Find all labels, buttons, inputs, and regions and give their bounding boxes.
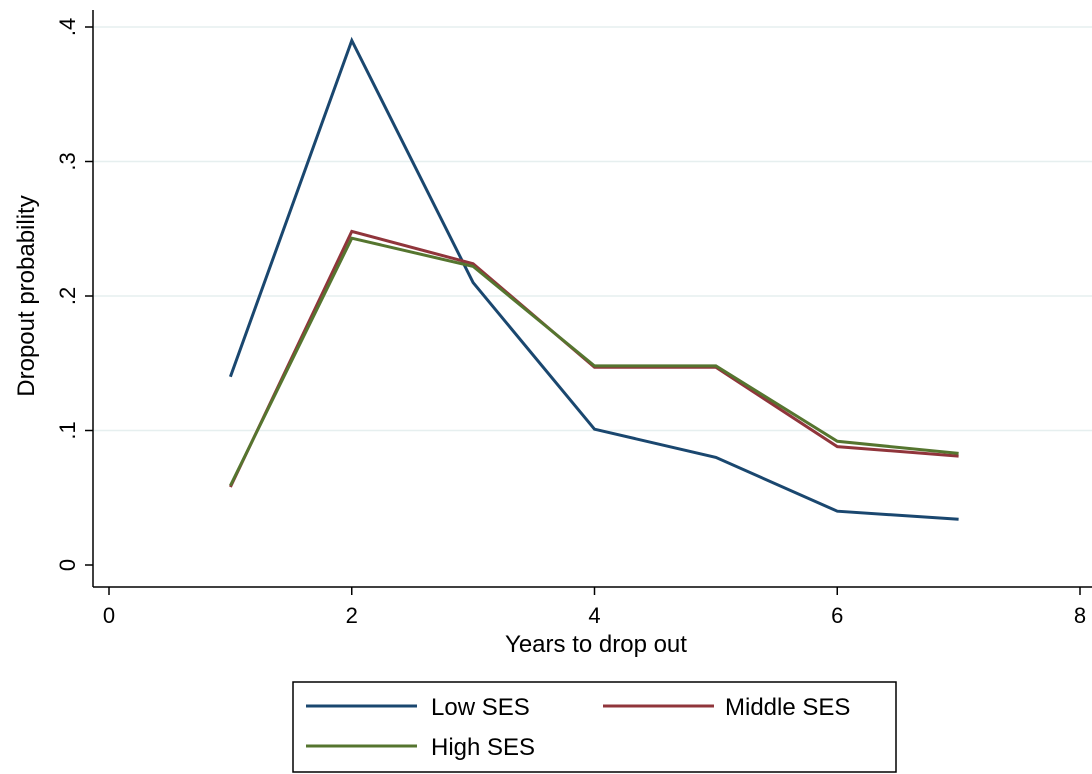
x-axis-label: Years to drop out: [505, 631, 687, 658]
legend-label: Low SES: [431, 694, 530, 721]
x-tick-label: 8: [1074, 603, 1086, 628]
x-tick-label: 6: [831, 603, 843, 628]
y-axis-label: Dropout probability: [13, 195, 40, 396]
x-tick-label: 0: [103, 603, 115, 628]
series-layer: [228, 36, 959, 521]
y-tick-label: 0: [55, 559, 80, 571]
y-tick-label: .3: [55, 152, 80, 170]
legend-label: High SES: [431, 734, 535, 761]
y-tick-label: .4: [55, 18, 80, 36]
legend-box: [292, 681, 897, 773]
axes: 0 .1 .2 .3 .4 0 2 4 6 8: [55, 10, 1092, 628]
legend: Low SES Middle SES High SES: [292, 681, 897, 773]
series-line: [229, 236, 959, 487]
y-tick-label: .1: [55, 421, 80, 439]
legend-label: Middle SES: [725, 694, 850, 721]
x-tick-label: 4: [588, 603, 600, 628]
x-tick-label: 2: [346, 603, 358, 628]
series-line: [228, 36, 959, 521]
y-tick-label: .2: [55, 287, 80, 305]
